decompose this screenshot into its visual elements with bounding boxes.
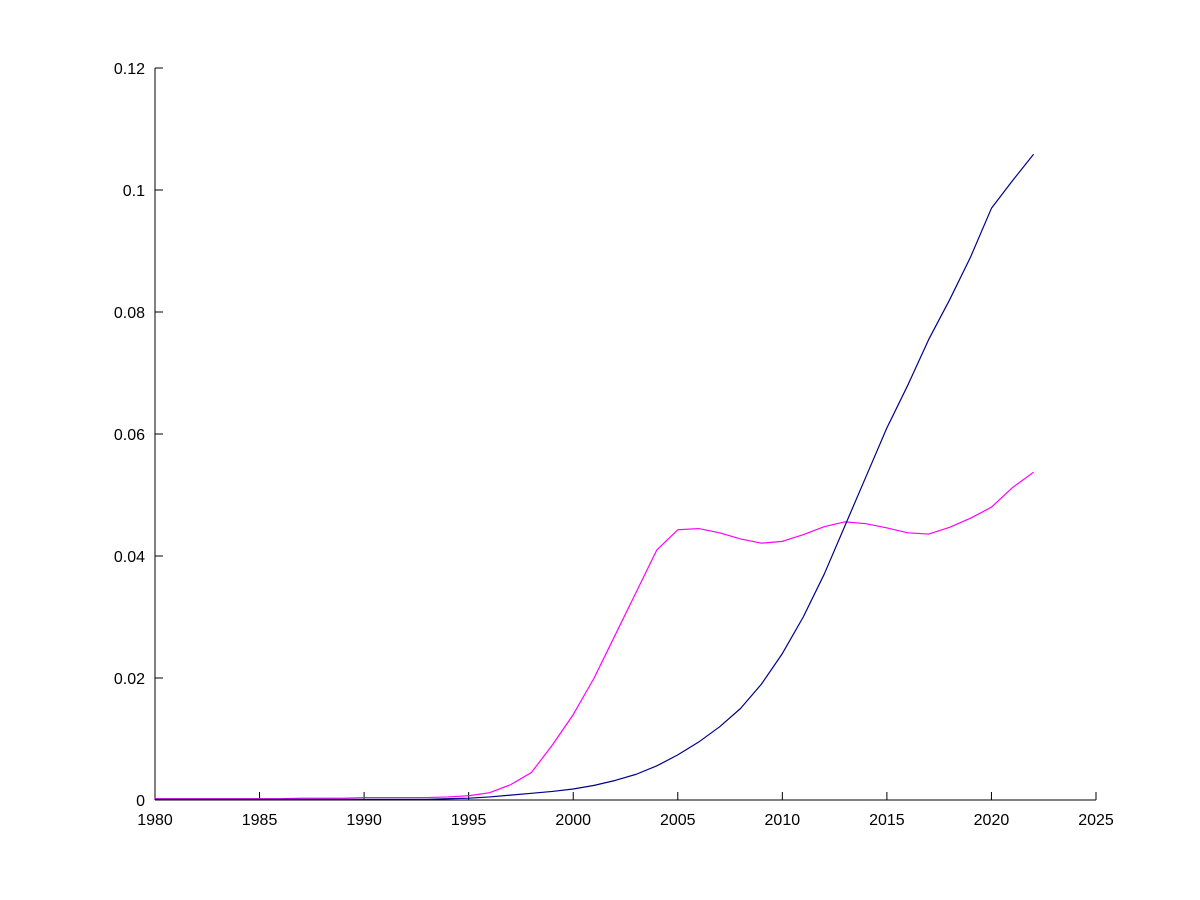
y-tick-label: 0.12 <box>114 61 145 78</box>
y-tick-label: 0.1 <box>123 183 145 200</box>
x-tick-label: 2010 <box>765 812 801 829</box>
y-tick-label: 0.08 <box>114 305 145 322</box>
y-tick-label: 0 <box>136 793 145 810</box>
y-tick-label: 0.02 <box>114 671 145 688</box>
y-tick-label: 0.06 <box>114 427 145 444</box>
dark-blue-series-line <box>154 154 1034 800</box>
x-tick-label: 1995 <box>451 812 487 829</box>
x-tick-label: 2005 <box>660 812 696 829</box>
x-tick-label: 1980 <box>137 812 173 829</box>
x-tick-label: 2015 <box>869 812 905 829</box>
x-tick-label: 1990 <box>346 812 382 829</box>
x-tick-label: 2000 <box>555 812 591 829</box>
x-tick-label: 2020 <box>974 812 1010 829</box>
y-tick-label: 0.04 <box>114 549 145 566</box>
x-tick-label: 2025 <box>1078 812 1114 829</box>
x-tick-label: 1985 <box>242 812 278 829</box>
magenta-series-line <box>154 471 1034 800</box>
